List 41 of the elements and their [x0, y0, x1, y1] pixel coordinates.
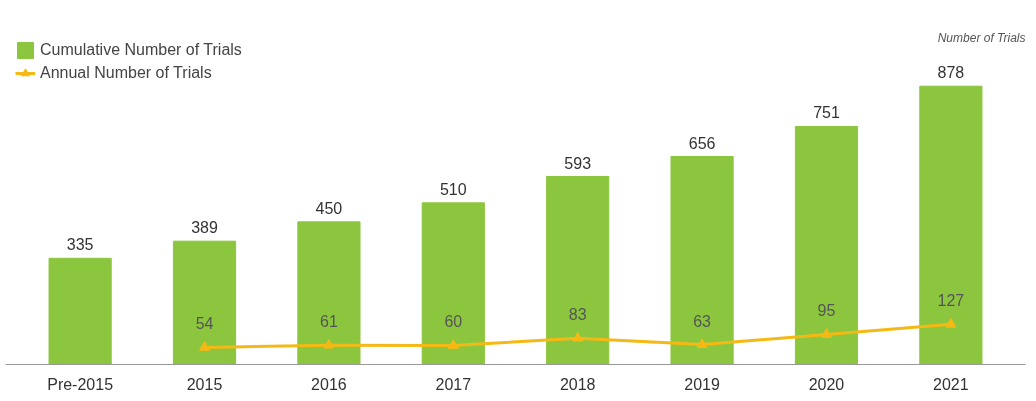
data-label: 54: [195, 315, 214, 333]
point: [572, 331, 584, 342]
data-label: 61: [320, 313, 338, 331]
x-tick-label: 2016: [311, 375, 347, 393]
bar: [297, 221, 361, 365]
bar: [48, 257, 112, 365]
data-label: 450: [315, 199, 343, 217]
point: [323, 338, 335, 349]
x-tick-label: 2017: [435, 375, 472, 393]
x-tick-label: Pre-2015: [47, 375, 114, 393]
bar: [172, 240, 237, 365]
bar: [794, 125, 859, 365]
x-tick-label: 2015: [186, 375, 223, 393]
point: [945, 317, 957, 328]
point: [820, 328, 832, 338]
legend-label: Annual Number of Trials: [40, 64, 212, 82]
data-label: 389: [191, 219, 218, 237]
data-label: 63: [693, 312, 712, 330]
data-label: 510: [439, 180, 467, 198]
x-tick-label: 2018: [559, 375, 596, 393]
point: [447, 339, 459, 349]
x-tick-label: 2020: [808, 375, 845, 393]
data-label: 95: [817, 302, 836, 320]
data-label: 60: [444, 313, 463, 331]
data-label: 656: [688, 134, 716, 152]
bar: [546, 176, 610, 365]
data-label: 335: [66, 236, 94, 254]
text: Number of Trials: [937, 30, 1026, 45]
x-tick-label: 2021: [933, 375, 969, 393]
point: [199, 341, 211, 351]
data-label: 751: [813, 104, 840, 122]
legend-label: Cumulative Number of Trials: [40, 41, 242, 59]
bar: [670, 156, 734, 365]
data-label: 878: [937, 64, 965, 82]
bar: [421, 202, 485, 365]
bar: [919, 85, 983, 365]
point: [696, 338, 708, 348]
data-label: 83: [568, 306, 587, 324]
data-label: 593: [564, 154, 592, 172]
x-tick-label: 2019: [684, 375, 720, 393]
data-label: 127: [937, 292, 965, 310]
